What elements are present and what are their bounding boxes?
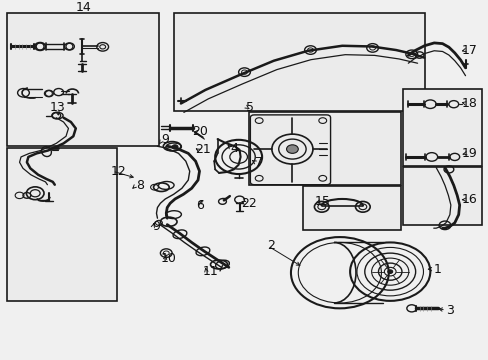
Text: 16: 16 <box>461 193 476 206</box>
Text: 4: 4 <box>230 141 238 154</box>
Text: 11: 11 <box>202 265 218 278</box>
Text: 6: 6 <box>196 198 204 212</box>
Text: 7: 7 <box>255 156 263 169</box>
Text: 14: 14 <box>75 1 91 14</box>
Text: 3: 3 <box>445 303 453 317</box>
Text: 8: 8 <box>136 179 143 192</box>
Text: 2: 2 <box>267 239 275 252</box>
Text: 5: 5 <box>246 100 254 113</box>
Text: 1: 1 <box>433 263 441 276</box>
Bar <box>173 13 425 111</box>
Bar <box>7 13 159 146</box>
Text: 9: 9 <box>152 220 160 233</box>
Text: 13: 13 <box>50 100 65 113</box>
Text: 9: 9 <box>161 132 169 145</box>
Bar <box>7 148 117 301</box>
Bar <box>403 89 481 166</box>
Text: 10: 10 <box>161 252 176 265</box>
Circle shape <box>172 145 178 149</box>
Bar <box>303 186 400 230</box>
Text: 19: 19 <box>461 147 476 160</box>
Text: 18: 18 <box>461 97 476 110</box>
Text: 15: 15 <box>314 195 330 208</box>
Circle shape <box>286 145 298 153</box>
Text: 21: 21 <box>195 143 210 156</box>
Bar <box>403 167 481 225</box>
Circle shape <box>387 270 392 274</box>
Text: 17: 17 <box>461 44 476 57</box>
Text: 22: 22 <box>241 197 257 210</box>
Text: 20: 20 <box>192 126 208 139</box>
Bar <box>249 112 400 185</box>
Text: 12: 12 <box>110 165 126 178</box>
